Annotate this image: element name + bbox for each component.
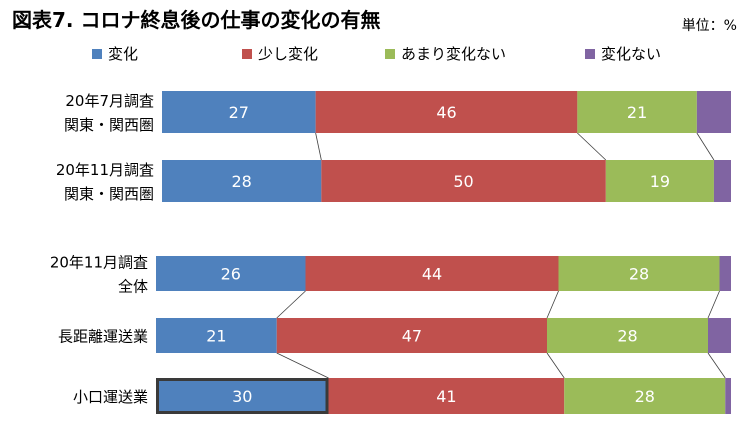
- data-label: 47: [402, 327, 422, 346]
- bar-segment: [156, 256, 306, 291]
- bar-segment: [315, 91, 578, 133]
- connector-line: [707, 352, 726, 379]
- legend-swatch: [242, 49, 252, 59]
- bar-segment: [708, 318, 731, 353]
- bar-segment: [328, 378, 565, 414]
- bar-segment: [558, 256, 720, 291]
- category-label: 20年7月調査: [65, 92, 154, 110]
- bar-segment: [725, 378, 731, 414]
- bar-segment: [605, 160, 714, 202]
- bar-segment: [162, 91, 316, 133]
- bar-segment: [162, 160, 322, 202]
- legend-label: 変化: [108, 45, 138, 63]
- bar-segment: [321, 160, 606, 202]
- connector-line: [315, 132, 322, 161]
- connector-line: [696, 132, 715, 161]
- data-label: 21: [627, 103, 647, 122]
- connector-line: [577, 132, 607, 161]
- data-label: 28: [629, 265, 649, 284]
- connector-line: [546, 352, 565, 379]
- legend-label: あまり変化ない: [401, 45, 506, 63]
- data-label: 50: [453, 172, 473, 191]
- legend-swatch: [385, 49, 395, 59]
- category-label: 関東・関西圏: [64, 185, 154, 203]
- data-label: 19: [650, 172, 670, 191]
- unit-label: 単位：%: [682, 18, 737, 34]
- category-label: 20年11月調査: [56, 161, 154, 179]
- connector-line: [546, 290, 559, 319]
- bar-segment: [719, 256, 731, 291]
- category-label: 小口運送業: [73, 388, 148, 406]
- category-label: 長距離運送業: [58, 328, 148, 346]
- data-label: 28: [231, 172, 251, 191]
- data-label: 28: [635, 387, 655, 406]
- data-label: 27: [229, 103, 249, 122]
- data-label: 46: [436, 103, 456, 122]
- data-label: 30: [232, 387, 252, 406]
- bar-segment: [577, 91, 697, 133]
- chart-title: 図表7. コロナ終息後の仕事の変化の有無: [12, 8, 380, 32]
- bar-segment: [276, 318, 547, 353]
- data-label: 44: [422, 265, 442, 284]
- data-label: 21: [206, 327, 226, 346]
- bar-segment: [696, 91, 731, 133]
- data-label: 41: [436, 387, 456, 406]
- legend-label: 変化ない: [601, 45, 661, 63]
- bar-segment: [547, 318, 708, 353]
- legend-swatch: [585, 49, 595, 59]
- highlight-outline: [156, 378, 329, 414]
- connector-line: [707, 290, 720, 319]
- bar-segment: [564, 378, 726, 414]
- bar-segment: [713, 160, 731, 202]
- legend-label: 少し変化: [258, 45, 318, 63]
- connector-line: [276, 290, 306, 319]
- legend-swatch: [92, 49, 102, 59]
- bar-segment: [305, 256, 559, 291]
- category-label: 関東・関西圏: [64, 116, 154, 134]
- bar-segment: [156, 318, 277, 353]
- category-label: 20年11月調査: [50, 254, 148, 272]
- data-label: 26: [221, 265, 241, 284]
- data-label: 28: [617, 327, 637, 346]
- category-label: 全体: [118, 278, 148, 296]
- connector-line: [276, 352, 329, 379]
- bar-segment: [156, 378, 329, 414]
